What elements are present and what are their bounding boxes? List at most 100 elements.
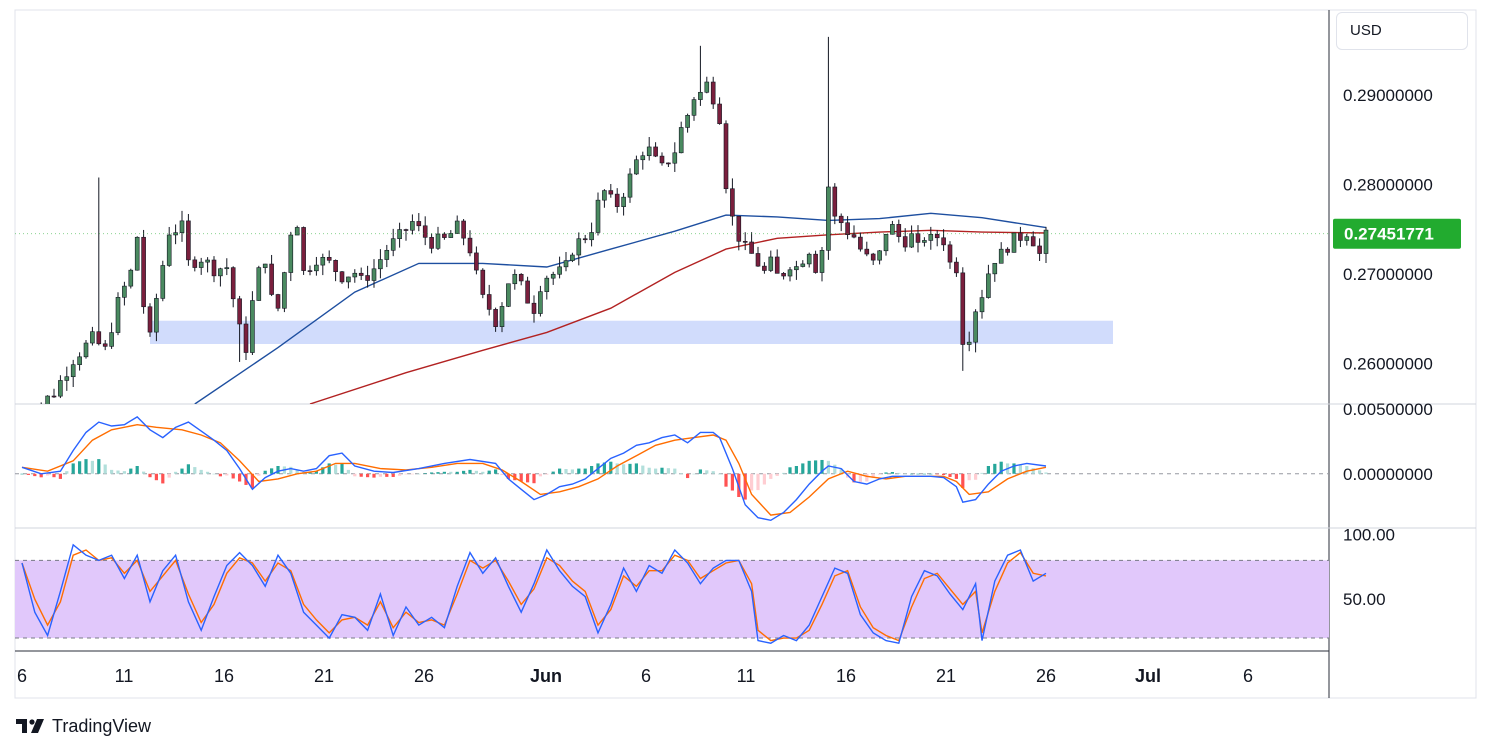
candle [787,267,793,282]
candle [538,285,543,317]
price-tick-label: 0.27000000 [1343,265,1433,284]
candle-body [474,252,479,271]
candle-body [691,99,697,116]
macd-histogram-bar [46,473,50,476]
macd-histogram-bar [884,472,888,474]
candle-body [109,332,114,347]
currency-label: USD [1350,22,1382,39]
candle-body [640,155,646,161]
last-price-badge [1333,218,1461,249]
macd-histogram-bar [762,473,766,485]
candle-body [858,236,863,250]
candle-body [800,263,806,267]
candle [448,230,454,238]
candle-body [192,259,198,268]
candle-body [442,233,447,238]
macd-histogram-bar [583,468,587,474]
macd-histogram-bar [775,473,779,476]
candle-body [83,342,89,358]
macd-histogram-bar [474,470,478,474]
macd-histogram-bar [65,471,69,474]
candle [442,232,447,240]
chart-frame [14,9,1477,699]
macd-histogram-bar [538,473,542,477]
candle [275,293,281,312]
candle-body [33,416,37,420]
macd-histogram-bar [122,471,126,474]
candle-body [851,234,857,238]
candle-body [378,259,383,270]
candle [525,276,530,304]
macd-histogram-bar [327,463,331,474]
candle-body [986,273,991,298]
macd-histogram-bar [71,463,75,474]
candle-body [211,259,217,277]
macd-histogram-bar [948,473,952,477]
macd-histogram-bar [1025,466,1029,474]
macd-histogram-bar [820,459,824,474]
macd-histogram-bar [679,473,683,474]
axes: 0.29000000 0.28000000 0.27000000 0.26000000… [15,86,1461,686]
macd-histogram-bar [52,473,56,478]
candle [582,234,588,244]
currency-selector[interactable]: USD [1336,12,1468,50]
candle [608,184,614,198]
candle-body [531,302,537,314]
candle-body [947,244,953,263]
macd-histogram-bar [916,473,920,475]
macd-histogram-bar [359,473,363,477]
price-pane[interactable] [20,36,1113,428]
candle-body [397,229,402,240]
date-tick-label: 11 [115,666,134,686]
candle [704,76,710,94]
macd-histogram-bar [263,470,267,474]
candle [928,226,934,250]
macd-histogram-bar [180,468,184,474]
candle [768,250,774,273]
candle-body [224,267,230,270]
candle-body [422,225,428,238]
candle [870,252,876,266]
candle [749,232,754,254]
candle-body [230,267,236,300]
macd-pane[interactable] [15,416,1329,522]
macd-histogram-bar [929,473,933,475]
candle-body [179,220,185,233]
candle-body [26,420,30,422]
candle [390,228,396,257]
date-tick-label: 21 [314,666,334,686]
candle-body [653,146,658,157]
candle-body [70,364,76,378]
candle [294,225,300,236]
candle-body [877,250,882,261]
candle [979,289,985,319]
stochastic-d-line [21,549,1047,642]
macd-histogram-bar [58,473,62,479]
candle [33,407,37,426]
macd-histogram-bar [97,459,101,474]
candle-body [467,237,473,254]
macd-histogram-bar [641,465,645,474]
macd-histogram-bar [468,469,472,474]
macd-histogram-bar [590,466,594,474]
candle-body [1018,232,1023,241]
macd-histogram-bar [346,469,350,474]
candle-body [672,152,678,164]
date-tick-label: 6 [641,666,651,686]
macd-histogram-bar [154,473,158,481]
candle [435,226,441,251]
candle [832,183,838,225]
tradingview-logo[interactable]: TradingView [16,713,151,739]
candle [320,253,326,276]
candle-body [1037,245,1042,254]
candle [333,259,338,282]
stochastic-pane[interactable] [15,543,1329,645]
candle-body [602,190,607,201]
candle [51,388,57,398]
candle-body [218,268,223,277]
last-price-label: 0.27451771 [1344,225,1434,244]
candle [416,213,422,232]
candle-body [704,81,710,93]
candle [45,395,50,404]
